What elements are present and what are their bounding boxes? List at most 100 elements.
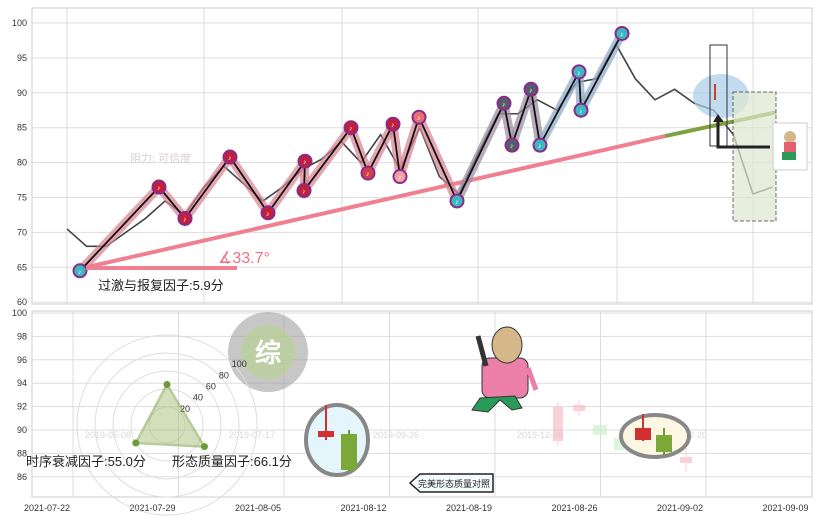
stamp-icon: 综 — [228, 312, 308, 392]
pivot-note-icon: ♪ — [577, 70, 581, 77]
x-tick-label: 2021-07-29 — [129, 503, 175, 513]
pivot-point — [222, 149, 238, 165]
y-tick-label: 98 — [17, 331, 27, 341]
y-tick-label: 75 — [17, 193, 27, 203]
y-tick-label: 90 — [17, 425, 27, 435]
pivot-note-icon: ♪ — [78, 269, 82, 276]
pivot-note-icon: ♪ — [538, 143, 542, 150]
x-tick-label: 2021-08-12 — [340, 503, 386, 513]
pivot-point — [72, 263, 88, 279]
radar-ring-label: 100 — [232, 359, 247, 369]
pivot-note-icon: ♪ — [510, 143, 514, 150]
compare-label: 完美形态质量对照 — [418, 478, 490, 489]
pivot-point — [343, 120, 359, 136]
pivot-point — [614, 25, 630, 41]
x-tick-label: 2021-07-22 — [24, 503, 70, 513]
zigzag-line — [79, 33, 623, 272]
decay-factor-label: 时序衰减因子:55.0分 — [26, 454, 146, 469]
x-tick-label: 2021-09-09 — [762, 503, 808, 513]
top-plot-frame — [31, 7, 813, 305]
y-tick-label: 95 — [17, 53, 27, 63]
radar-ring — [76, 334, 258, 516]
trendline-red — [85, 134, 666, 270]
radar-ring-label: 60 — [206, 382, 216, 392]
y-tick-label: 65 — [17, 262, 27, 272]
shape-factor-label: 形态质量因子:66.1分 — [172, 454, 292, 469]
pivot-note-icon: ♪ — [620, 31, 624, 38]
pivot-point — [532, 137, 548, 153]
pivot-point — [496, 95, 512, 111]
radar-area — [133, 381, 207, 448]
x-tick-label: 2021-09-02 — [657, 503, 703, 513]
pivot-point — [177, 210, 193, 226]
bottom-plot-frame — [31, 310, 813, 498]
pivot-note-icon: ♪ — [183, 216, 187, 223]
radar-point — [132, 439, 140, 447]
x-tick-label: 2021-08-26 — [551, 503, 597, 513]
radar-ring-label: 20 — [180, 404, 190, 414]
y-tick-label: 60 — [17, 297, 27, 307]
stamp-char: 综 — [255, 338, 281, 368]
angle-label: ∡33.7° — [218, 250, 270, 267]
pivot-point — [392, 169, 408, 185]
excess-factor-label: 过激与报复因子:5.9分 — [98, 278, 224, 293]
resistance-watermark: 阻力: 可信度 — [130, 151, 191, 165]
candle-compare-right — [619, 413, 691, 459]
sticker-icon — [772, 122, 808, 171]
compare-arrow-button[interactable]: 完美形态质量对照 — [408, 473, 494, 493]
y-tick-label: 80 — [17, 158, 27, 168]
pivot-note-icon: ♪ — [391, 122, 395, 129]
pivot-point — [296, 183, 312, 199]
pivot-point — [151, 179, 167, 195]
pivot-point — [573, 102, 589, 118]
pivot-note-icon: ♪ — [579, 108, 583, 115]
x-tick-label: 2021-08-05 — [235, 503, 281, 513]
watermark-date: 2019-09-26 — [373, 430, 419, 440]
pivot-note-icon: ♪ — [266, 211, 270, 218]
candle-compare-left — [304, 403, 370, 477]
pivot-point — [523, 81, 539, 97]
pivot-point — [385, 116, 401, 132]
pivot-note-icon: ♪ — [228, 155, 232, 162]
radar-ring — [112, 370, 222, 480]
dog-cartoon-icon — [471, 326, 539, 413]
y-tick-label: 94 — [17, 378, 27, 388]
y-tick-label: 100 — [12, 308, 27, 318]
pivot-note-icon: ♪ — [417, 115, 421, 122]
watermark-date: 2019-05-08 — [85, 430, 131, 440]
pivot-note-icon: ♪ — [502, 101, 506, 108]
pivot-point — [297, 153, 313, 169]
y-tick-label: 70 — [17, 227, 27, 237]
y-tick-label: 85 — [17, 123, 27, 133]
pivot-point — [504, 137, 520, 153]
watermark-date: 2019-07-17 — [229, 430, 275, 440]
price-series — [66, 42, 773, 248]
y-tick-label: 100 — [12, 18, 27, 28]
radar-point — [163, 381, 171, 388]
y-tick-label: 86 — [17, 472, 27, 482]
watermark-date: 2019-12-06 — [517, 430, 563, 440]
y-tick-label: 96 — [17, 355, 27, 365]
radar-ring — [94, 352, 240, 498]
pivot-note-icon: ♪ — [366, 171, 370, 178]
pivot-note-icon: ♪ — [349, 126, 353, 133]
faded-candles — [553, 400, 692, 472]
radar-point — [200, 443, 208, 451]
radar-ring-label: 80 — [219, 370, 229, 380]
pivot-point — [360, 165, 376, 181]
radar-ring-label: 40 — [193, 393, 203, 403]
y-tick-label: 88 — [17, 448, 27, 458]
pivot-note-icon: ♪ — [455, 199, 459, 206]
top-grid: 100 95 90 85 80 75 70 65 60 — [12, 7, 813, 307]
zigzag-pattern: ♪ ♪ ♪ ♪ ♪ ♪ ♪ ♪ ♪ ♪ ♪ ♪ ♪ ♪ ♪ ♪ ♪ ♪ ♪ ♪ — [72, 25, 630, 279]
x-tick-label: 2021-08-19 — [446, 503, 492, 513]
pivot-point — [411, 109, 427, 125]
pivot-note-icon: ♪ — [398, 175, 402, 182]
pivot-note-icon: ♪ — [303, 159, 307, 166]
pivot-note-icon: ♪ — [302, 189, 306, 196]
y-tick-label: 90 — [17, 88, 27, 98]
price-line — [66, 42, 773, 248]
signal-area — [693, 44, 777, 222]
